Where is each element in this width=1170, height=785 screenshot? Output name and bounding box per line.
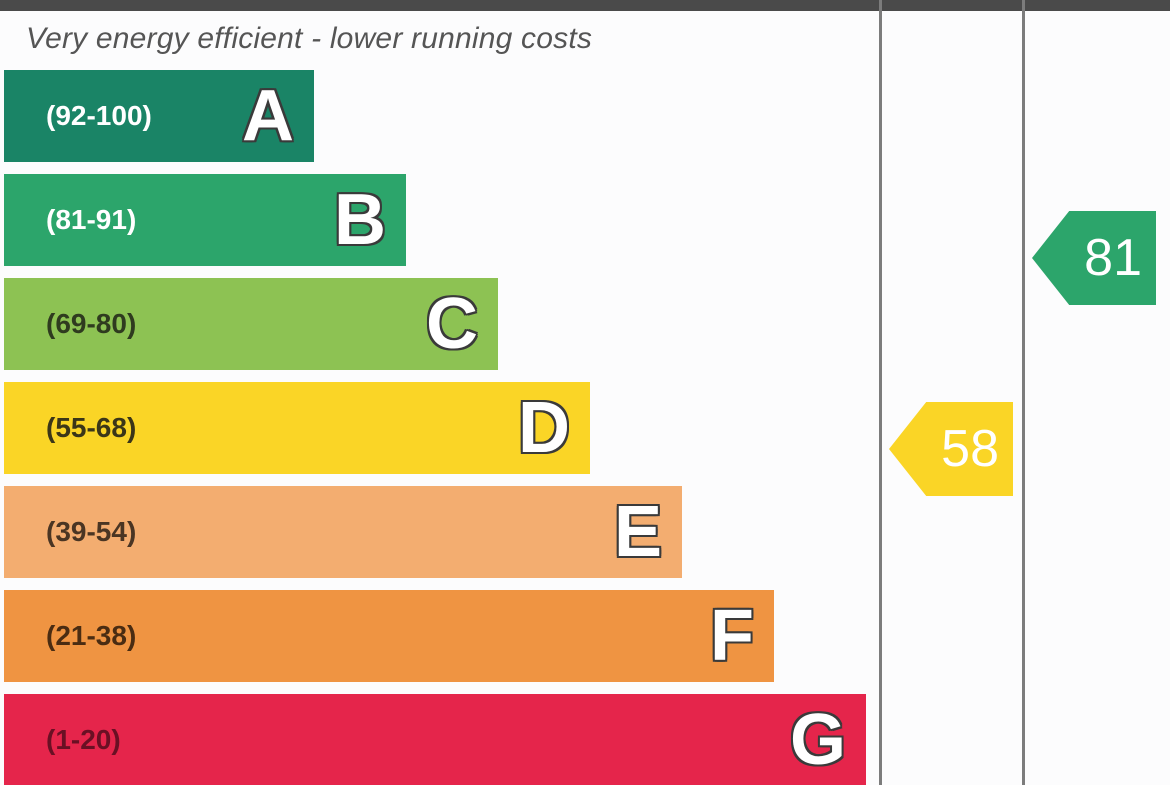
band-range-label: (69-80) (46, 308, 137, 339)
current-rating-arrow: 58 (889, 402, 1013, 496)
band-f: (21-38) F (4, 590, 774, 682)
band-letter: E (613, 492, 662, 572)
band-a: (92-100) A (4, 70, 314, 162)
band-b: (81-91) B (4, 174, 406, 266)
band-range-label: (21-38) (46, 620, 137, 651)
column-divider-current (879, 0, 882, 785)
band-letter: G (789, 700, 846, 780)
band-letter: A (242, 76, 294, 156)
band-e: (39-54) E (4, 486, 682, 578)
potential-rating-arrow: 81 (1032, 211, 1156, 305)
band-range-label: (55-68) (46, 412, 137, 443)
column-divider-potential (1022, 0, 1025, 785)
band-d: (55-68) D (4, 382, 590, 474)
band-c: (69-80) C (4, 278, 498, 370)
rating-value: 81 (1084, 229, 1142, 287)
band-range-label: (81-91) (46, 204, 137, 235)
band-letter: F (710, 596, 754, 676)
band-letter: D (518, 388, 570, 468)
band-letter: C (426, 284, 478, 364)
band-letter: B (334, 180, 386, 260)
band-range-label: (39-54) (46, 516, 137, 547)
rating-value: 58 (941, 420, 999, 478)
efficiency-header: Very energy efficient - lower running co… (26, 22, 593, 55)
band-g: (1-20) G (4, 694, 866, 785)
band-range-label: (1-20) (46, 724, 121, 755)
band-range-label: (92-100) (46, 100, 152, 131)
top-rule (0, 0, 1170, 11)
